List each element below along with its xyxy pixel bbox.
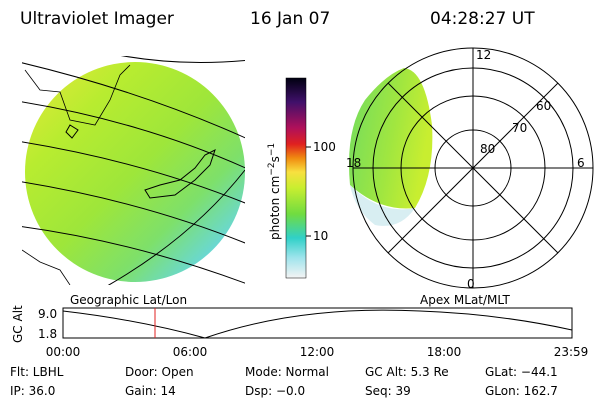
cbar-tick-label: 100 [313, 140, 336, 154]
cbar-label-exp: −1 [267, 143, 277, 156]
timeline-xtick: 00:00 [46, 345, 81, 359]
footer-field: Dsp: −0.0 [245, 384, 305, 398]
timeline-ylabel: GC Alt [11, 305, 25, 343]
cbar-tick-label: 10 [313, 229, 328, 243]
footer-field: Gain: 14 [125, 384, 176, 398]
timeline-ytick: 9.0 [38, 307, 57, 321]
footer-field: GLon: 162.7 [485, 384, 558, 398]
altitude-curve [62, 309, 573, 339]
footer-field: IP: 36.0 [10, 384, 55, 398]
geo-map [22, 56, 245, 285]
footer-field: Door: Open [125, 365, 194, 379]
polar-plot [349, 47, 594, 289]
cbar-label: photon cm−2s−1 [267, 143, 282, 240]
timeline-ytick: 1.8 [38, 327, 57, 341]
lat-label: 80 [480, 142, 495, 156]
footer-field: Mode: Normal [245, 365, 329, 379]
lat-label: 60 [536, 99, 551, 113]
footer-field: Flt: LBHL [10, 365, 64, 379]
geo-label: Geographic Lat/Lon [70, 293, 187, 307]
mlt-label: 18 [346, 156, 361, 170]
footer-field: Seq: 39 [365, 384, 411, 398]
cbar-label-exp: −2 [267, 162, 277, 175]
time: 04:28:27 UT [430, 9, 535, 29]
polar-label: Apex MLat/MLT [420, 293, 510, 307]
footer: Flt: LBHL Door: Open Mode: Normal GC Alt: 5… [10, 365, 558, 398]
mlt-label: 0 [467, 277, 475, 291]
cbar-label-base: photon cm [268, 176, 282, 240]
colorbar [285, 77, 307, 279]
footer-field: GLat: −44.1 [485, 365, 558, 379]
lat-label: 70 [512, 121, 527, 135]
timeline-xtick: 23:59 [554, 345, 589, 359]
mlt-label: 12 [476, 48, 491, 62]
date: 16 Jan 07 [250, 9, 330, 29]
timeline-xtick: 18:00 [427, 345, 462, 359]
timeline-xtick: 12:00 [300, 345, 335, 359]
cbar-label-unit: s [268, 156, 282, 162]
footer-field: GC Alt: 5.3 Re [365, 365, 449, 379]
mlt-label: 6 [577, 156, 585, 170]
title: Ultraviolet Imager [20, 9, 174, 29]
timeline-xtick: 06:00 [173, 345, 208, 359]
timeline-frame [62, 307, 573, 339]
